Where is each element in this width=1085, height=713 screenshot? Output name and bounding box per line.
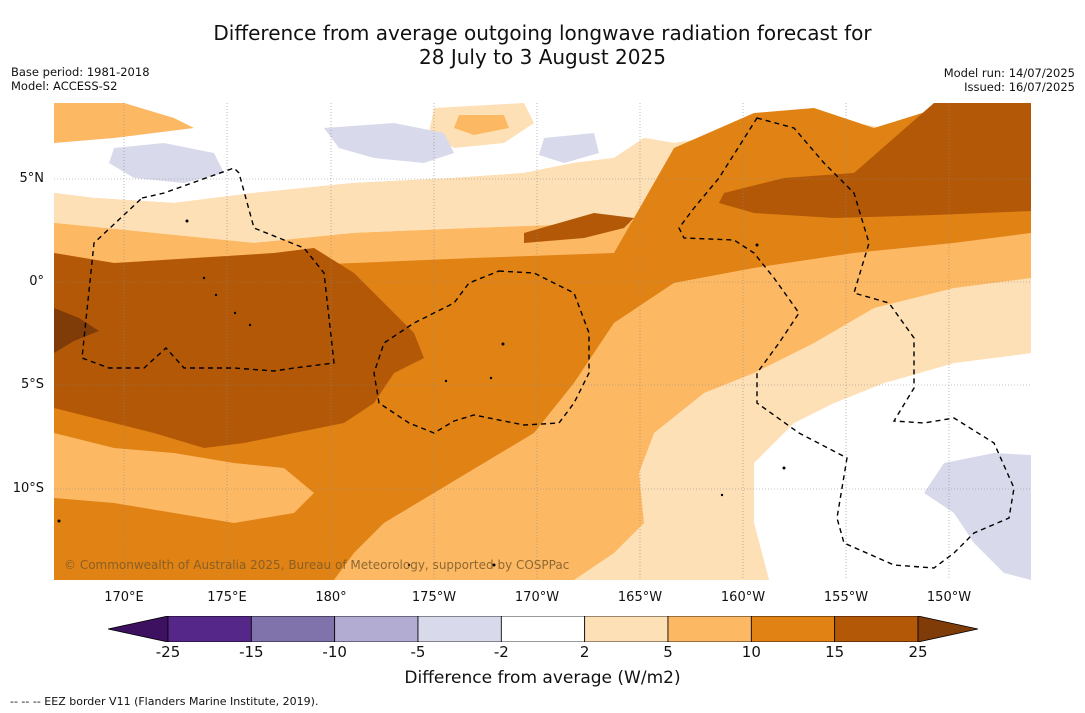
colorbar-segment xyxy=(250,616,336,642)
colorbar-segment xyxy=(334,616,419,642)
field-10-15-southwest-patch xyxy=(54,433,314,523)
eez-borders xyxy=(81,117,1015,569)
colorbar-extend-high xyxy=(917,616,978,642)
issued-date: Issued: 16/07/2025 xyxy=(964,80,1075,94)
field-neg5-neg2-north-c xyxy=(539,133,599,163)
lon-label-170w: 170°W xyxy=(514,590,560,605)
island xyxy=(755,243,759,247)
island xyxy=(248,323,252,327)
island xyxy=(57,519,61,523)
lon-label-175w: 175°W xyxy=(411,590,457,605)
island xyxy=(489,376,493,380)
colorbar-title: Difference from average (W/m2) xyxy=(404,668,681,688)
lon-label-165w: 165°W xyxy=(617,590,663,605)
colorbar-tick-label: 10 xyxy=(741,643,761,661)
eez-border-east xyxy=(678,117,1015,569)
lon-label-175e: 175°E xyxy=(207,590,247,605)
lat-label-10s: 10°S xyxy=(12,481,44,496)
meta-left: Base period: 1981-2018 Model: ACCESS-S2 xyxy=(11,65,150,93)
model-run: Model run: 14/07/2025 xyxy=(943,66,1075,80)
base-period: Base period: 1981-2018 xyxy=(11,65,150,79)
island xyxy=(501,342,505,346)
island xyxy=(185,219,189,223)
colorbar-tick-label: 2 xyxy=(579,643,590,661)
colorbar-segment xyxy=(167,616,252,642)
copyright-credit: © Commonwealth of Australia 2025, Bureau… xyxy=(64,558,570,572)
meta-right: Model run: 14/07/2025 Issued: 16/07/2025 xyxy=(944,66,1075,94)
lat-label-0: 0° xyxy=(29,274,44,289)
island xyxy=(407,563,411,567)
map-title: Difference from average outgoing longwav… xyxy=(0,21,1085,69)
lon-label-180: 180° xyxy=(315,590,347,605)
field-15-25-east xyxy=(719,103,1031,218)
island xyxy=(720,493,724,497)
colorbar-tick-label: -25 xyxy=(155,643,181,661)
title-line-1: Difference from average outgoing longwav… xyxy=(213,21,872,45)
lat-label-5s: 5°S xyxy=(20,377,44,392)
field-15-25-patch xyxy=(524,213,634,243)
colorbar-tick-label: -2 xyxy=(493,643,509,661)
colorbar-tick-label: -15 xyxy=(239,643,264,661)
colorbar-segments xyxy=(108,616,978,642)
colorbar-segment xyxy=(500,616,586,642)
island xyxy=(444,379,448,383)
island xyxy=(214,293,218,297)
field-over-25 xyxy=(54,308,99,353)
island xyxy=(233,311,237,315)
eez-footnote: -- -- -- EEZ border V11 (Flanders Marine… xyxy=(10,695,319,708)
colorbar-segment xyxy=(667,616,752,642)
colorbar-segment xyxy=(750,616,836,642)
colorbar xyxy=(108,616,978,642)
field-15-25-west xyxy=(54,248,424,448)
island xyxy=(782,466,786,470)
field-5-10-north-patch-inner xyxy=(454,115,509,135)
lon-label-170e: 170°E xyxy=(104,590,144,605)
field-neg5-neg2-north-a xyxy=(324,123,454,163)
colorbar-tick-label: -5 xyxy=(410,643,426,661)
map-svg xyxy=(54,103,1031,580)
colorbar-tick-label: 5 xyxy=(663,643,673,661)
model-name: Model: ACCESS-S2 xyxy=(11,79,118,93)
colorbar-segment xyxy=(417,616,502,642)
field-5-10-south xyxy=(334,233,1031,580)
lat-label-5n: 5°N xyxy=(19,171,45,186)
colorbar-extend-low xyxy=(108,616,169,642)
lon-label-150w: 150°W xyxy=(926,590,972,605)
field-neg5-neg2-north-b xyxy=(109,143,224,183)
colorbar-segment xyxy=(584,616,669,642)
lon-label-160w: 160°W xyxy=(720,590,766,605)
field-10-15-main xyxy=(54,103,1031,580)
colorbar-segment xyxy=(834,616,919,642)
colorbar-tick-label: -10 xyxy=(322,643,347,661)
islands xyxy=(57,219,786,567)
island xyxy=(202,276,206,280)
eez-border-central xyxy=(373,270,590,434)
island xyxy=(492,563,496,567)
title-line-2: 28 July to 3 August 2025 xyxy=(419,45,666,69)
colorbar-tick-label: 15 xyxy=(825,643,845,661)
graticule xyxy=(54,103,1031,580)
eez-border-west xyxy=(81,167,335,372)
colorbar-tick-label: 25 xyxy=(908,643,928,661)
field-5-10-north-top xyxy=(54,103,194,143)
field-2-5-south xyxy=(574,278,1031,580)
map-panel: © Commonwealth of Australia 2025, Bureau… xyxy=(54,103,1031,580)
field-neg5-neg2-southeast xyxy=(924,453,1031,580)
lon-label-155w: 155°W xyxy=(823,590,869,605)
